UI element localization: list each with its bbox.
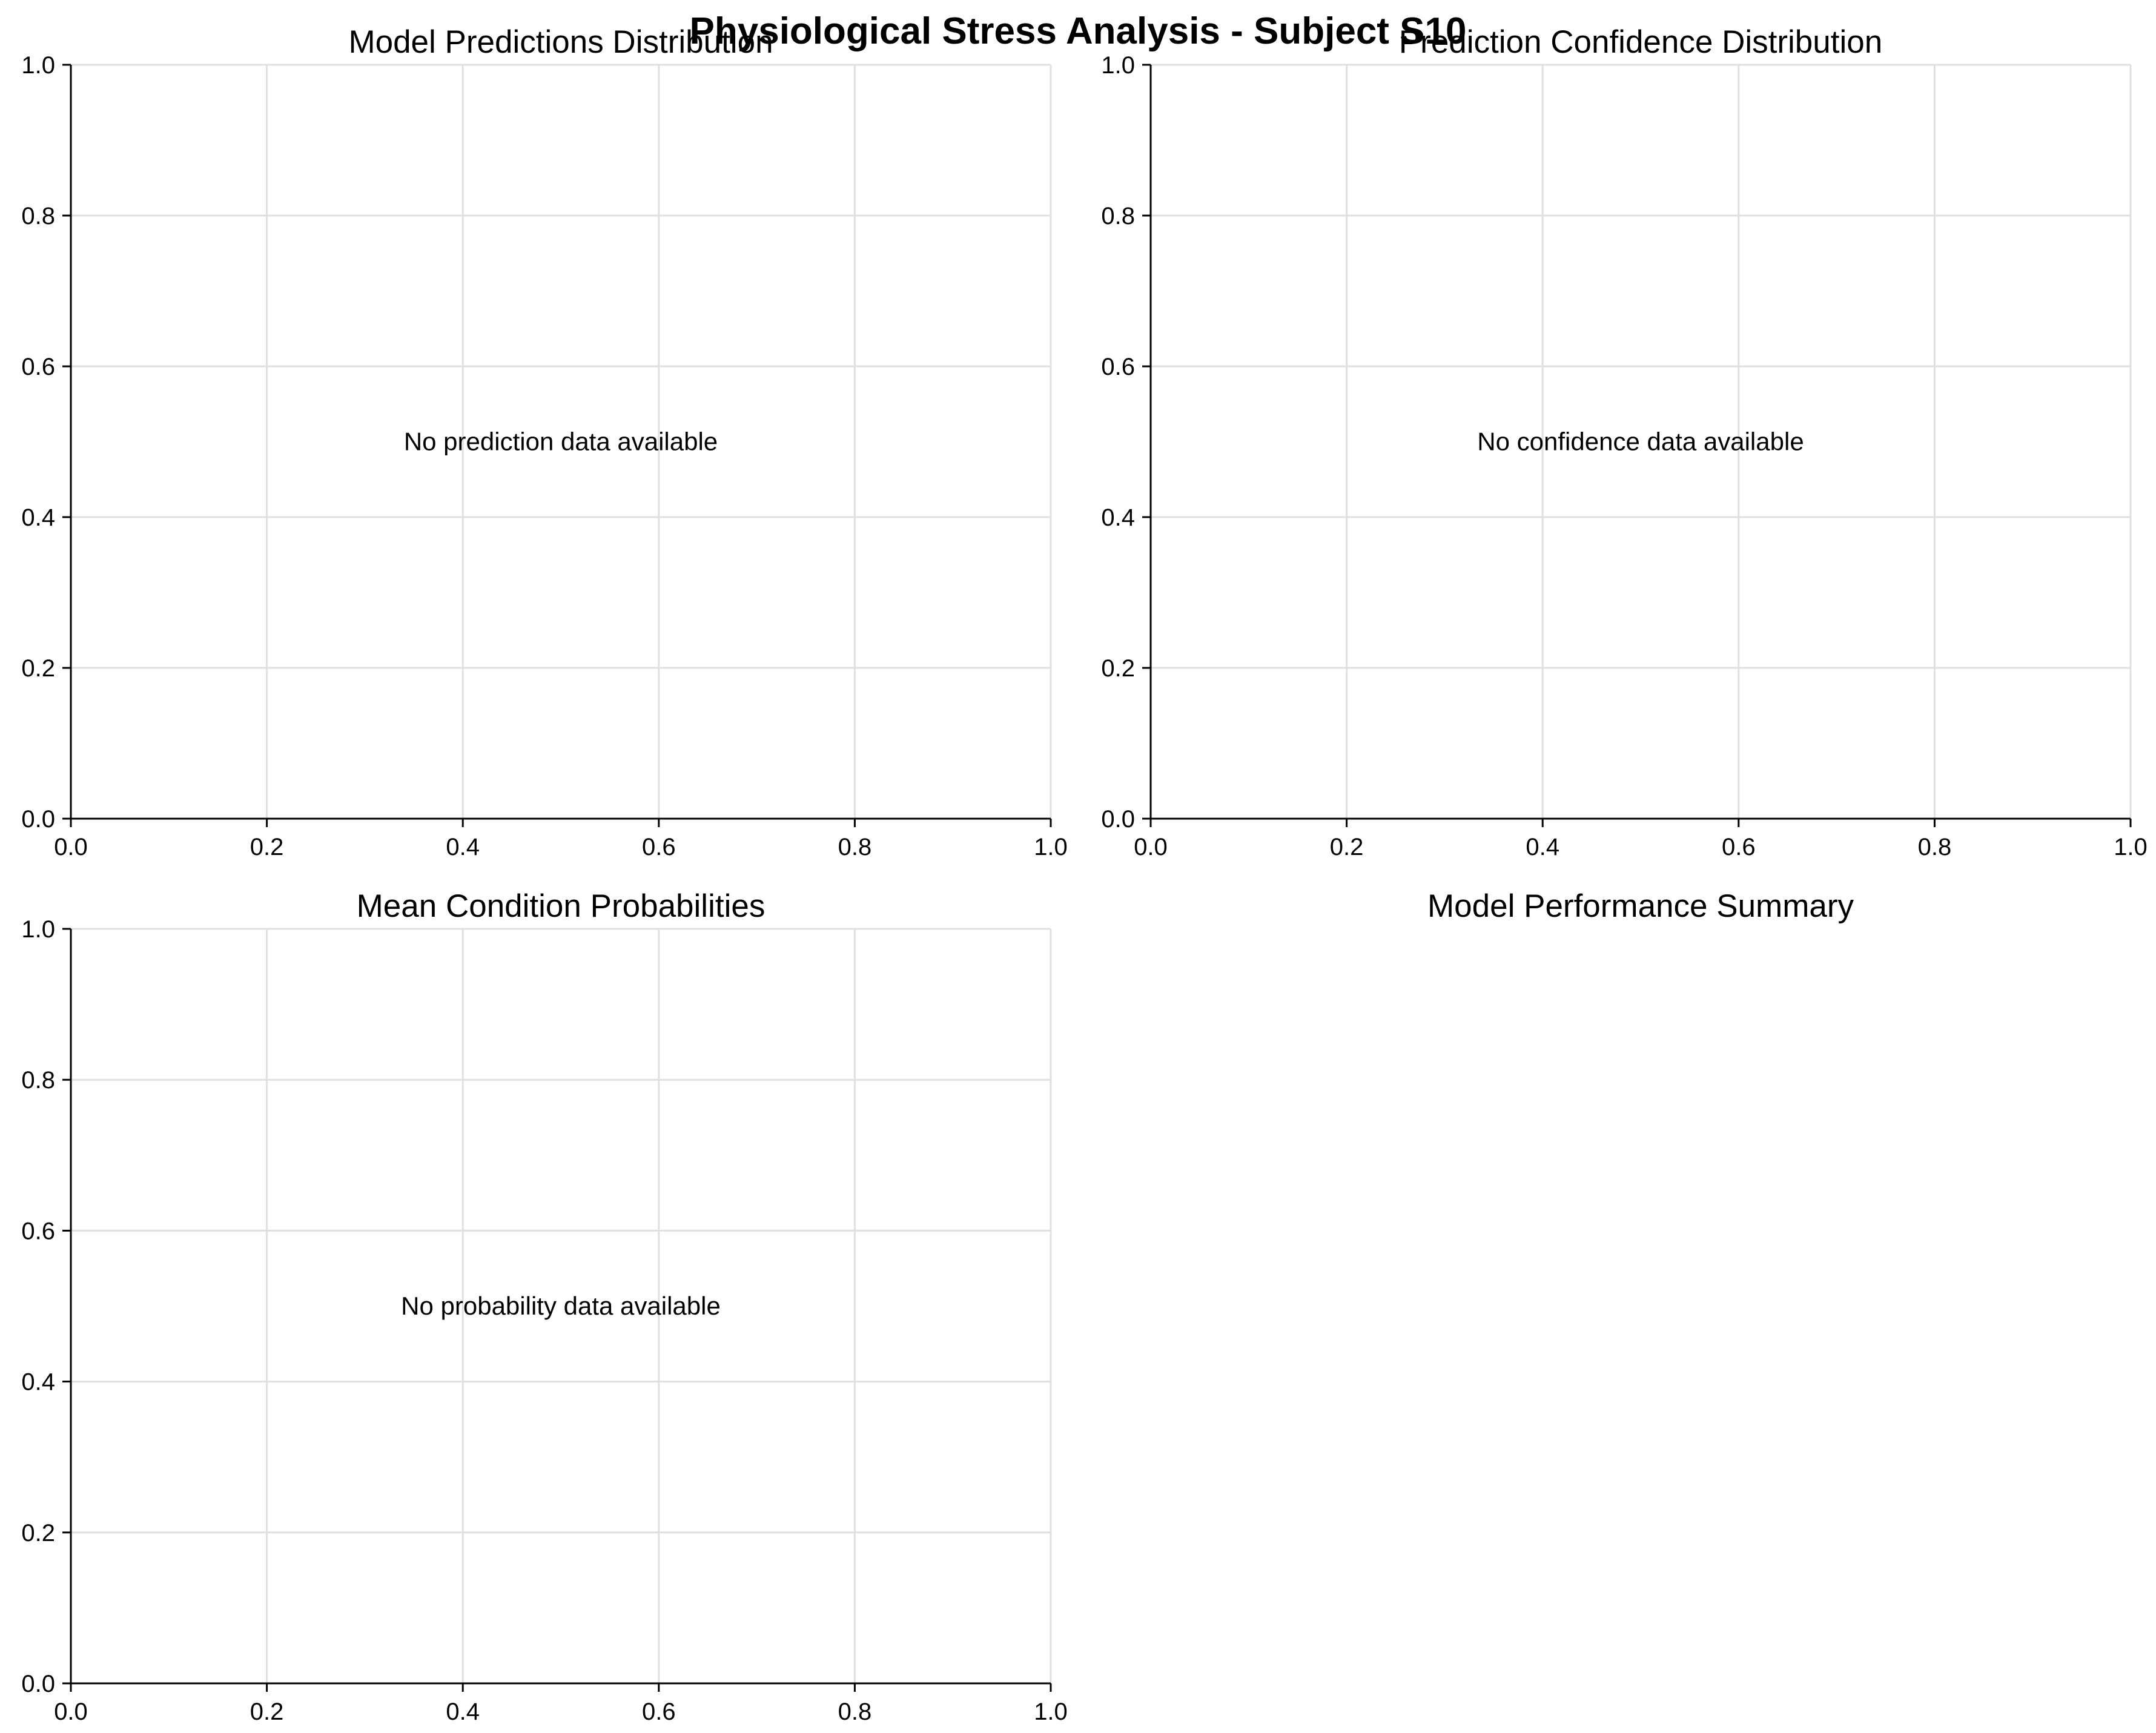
figure-title: Physiological Stress Analysis - Subject …	[690, 10, 1467, 52]
y-tick-label: 0.0	[21, 1671, 55, 1697]
x-tick-label: 0.6	[642, 834, 676, 860]
y-tick-label: 0.2	[1101, 655, 1135, 682]
x-tick-label: 0.4	[446, 1698, 480, 1725]
x-tick-label: 0.4	[1526, 834, 1559, 860]
y-tick-label: 0.2	[21, 655, 55, 682]
x-tick-label: 0.8	[838, 834, 872, 860]
y-tick-label: 0.8	[21, 203, 55, 229]
y-tick-label: 0.2	[21, 1520, 55, 1546]
x-tick-label: 0.8	[1918, 834, 1952, 860]
x-tick-label: 0.2	[250, 834, 284, 860]
x-tick-label: 0.2	[250, 1698, 284, 1725]
y-tick-label: 0.0	[1101, 806, 1135, 833]
y-tick-label: 1.0	[21, 916, 55, 943]
panel-3-title: Mean Condition Probabilities	[357, 888, 766, 924]
x-tick-label: 0.6	[642, 1698, 676, 1725]
x-tick-label: 0.2	[1330, 834, 1364, 860]
y-tick-label: 0.0	[21, 806, 55, 833]
x-tick-label: 1.0	[1034, 834, 1068, 860]
y-tick-label: 1.0	[21, 52, 55, 79]
x-tick-label: 0.6	[1722, 834, 1756, 860]
y-tick-label: 0.4	[21, 1369, 55, 1396]
panel-2-title: Prediction Confidence Distribution	[1399, 24, 1882, 60]
panel-1-title: Model Predictions Distribution	[348, 24, 773, 60]
x-tick-label: 1.0	[2114, 834, 2148, 860]
y-tick-label: 0.4	[21, 504, 55, 531]
panel-2: Prediction Confidence Distribution 0.0 0.2…	[1101, 24, 2147, 860]
x-tick-label: 0.8	[838, 1698, 872, 1725]
x-tick-label: 0.4	[446, 834, 480, 860]
panel-4: Model Performance Summary	[1427, 888, 1854, 924]
x-tick-label: 0.0	[54, 1698, 88, 1725]
y-tick-label: 0.6	[21, 1218, 55, 1244]
y-tick-label: 1.0	[1101, 52, 1135, 79]
panels: Model Predictions Distribution 0.0 0.2 0.4 0…	[21, 24, 2147, 1725]
x-tick-label: 0.0	[1134, 834, 1168, 860]
y-tick-label: 0.6	[1101, 354, 1135, 380]
panel-3: Mean Condition Probabilities 0.0 0.2 0.4 0.6…	[21, 888, 1067, 1725]
y-tick-label: 0.8	[1101, 203, 1135, 229]
y-tick-label: 0.8	[21, 1067, 55, 1094]
no-data-message: No probability data available	[401, 1292, 721, 1320]
y-tick-label: 0.6	[21, 354, 55, 380]
y-tick-label: 0.4	[1101, 504, 1135, 531]
x-tick-label: 0.0	[54, 834, 88, 860]
no-data-message: No confidence data available	[1477, 427, 1804, 456]
panel-1: Model Predictions Distribution 0.0 0.2 0.4 0…	[21, 24, 1067, 860]
no-data-message: No prediction data available	[404, 427, 718, 456]
x-tick-label: 1.0	[1034, 1698, 1068, 1725]
panel-4-title: Model Performance Summary	[1427, 888, 1854, 924]
